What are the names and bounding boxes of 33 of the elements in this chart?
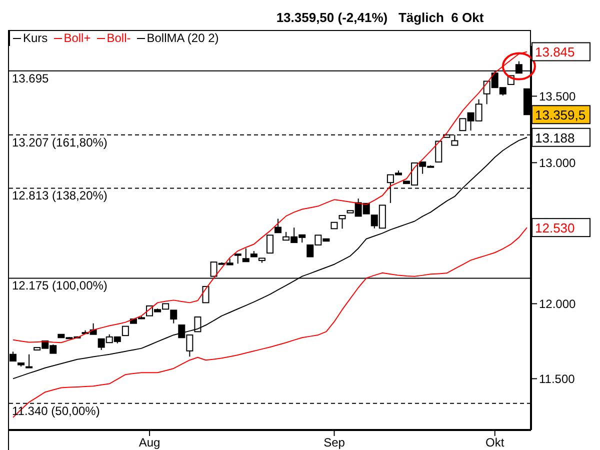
y-tick-label: 13.500 <box>539 89 576 104</box>
candlestick <box>338 215 346 230</box>
candlestick <box>26 354 33 368</box>
chart-title: 13.359,50 (-2,41%) Täglich 6 Okt <box>275 9 485 27</box>
ref-line-label: 12.175 (100,00%) <box>12 278 108 293</box>
ref-line-label: 13.207 (161,80%) <box>12 135 108 150</box>
x-tick-label: Sep <box>324 436 346 450</box>
candlestick <box>435 140 442 162</box>
text: 13.845 <box>535 44 575 60</box>
candlestick <box>170 310 178 324</box>
candlestick <box>242 248 250 262</box>
legend-label: Boll- <box>106 31 131 45</box>
ref-line-label: 12.813 (138,20%) <box>12 188 108 203</box>
text: 13.359,5 <box>535 108 586 123</box>
candlestick <box>274 218 282 234</box>
line-series <box>12 136 528 380</box>
y-tick-label: 12.000 <box>539 296 576 311</box>
text: 13.188 <box>535 130 575 146</box>
legend-label: Kurs <box>22 31 48 45</box>
text: 12.530 <box>535 220 575 236</box>
y-tick-label: 13.000 <box>539 156 576 170</box>
legend-label: BollMA (20 2) <box>146 31 219 45</box>
line-series <box>12 227 528 418</box>
candlestick <box>194 316 202 332</box>
legend-label: Boll+ <box>62 31 91 45</box>
ref-line-label: 13.695 <box>12 71 50 86</box>
candlestick <box>122 326 129 336</box>
x-tick-label: Okt <box>486 436 505 450</box>
y-tick-label: 11.500 <box>539 372 576 386</box>
candlestick <box>202 286 210 304</box>
x-tick-label: Aug <box>138 436 160 450</box>
candlestick <box>234 254 242 264</box>
candlestick <box>266 234 274 254</box>
